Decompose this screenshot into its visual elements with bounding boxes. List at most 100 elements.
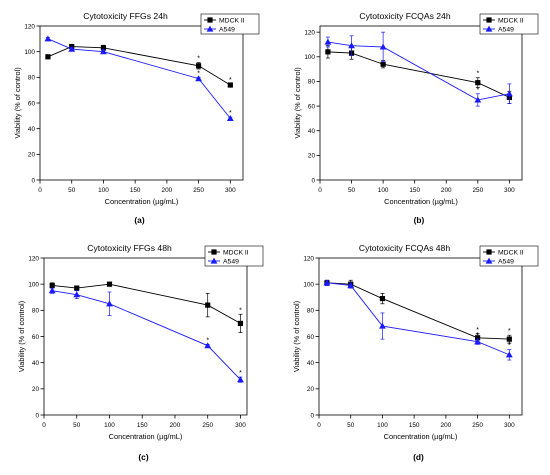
legend-label: MDCK II: [498, 18, 524, 25]
data-point: [205, 302, 211, 308]
y-axis-label: Viability (% of control): [17, 301, 26, 372]
data-point: [68, 45, 76, 52]
x-tick-label: 300: [504, 422, 515, 429]
significance-mark: *: [239, 370, 242, 377]
x-tick-label: 150: [409, 422, 420, 429]
y-tick-label: 80: [28, 75, 36, 82]
y-tick-label: 60: [308, 103, 316, 110]
significance-mark: *: [206, 337, 209, 344]
x-tick-label: 250: [472, 187, 483, 194]
legend-label: MDCK II: [498, 250, 524, 257]
x-tick-label: 250: [193, 187, 204, 194]
data-point: [324, 38, 332, 45]
y-tick-label: 20: [308, 153, 316, 160]
data-point: [100, 48, 107, 55]
data-point: [45, 54, 51, 60]
legend: MDCK II A549: [200, 13, 260, 35]
significance-mark: *: [476, 71, 479, 78]
x-tick-label: 100: [98, 187, 109, 194]
data-point: [106, 281, 113, 287]
data-point: [348, 42, 355, 49]
x-tick-label: 300: [225, 187, 236, 194]
y-tick-label: 60: [28, 100, 36, 107]
y-tick-label: 0: [310, 412, 314, 419]
y-tick-label: 100: [28, 281, 39, 288]
y-tick-label: 80: [307, 308, 315, 315]
plot-frame: [319, 25, 523, 181]
panel-label: (a): [134, 215, 144, 225]
y-tick-label: 40: [308, 128, 316, 135]
x-tick-label: 0: [317, 422, 321, 429]
chart-panel-3: 0 50 100 150 200 250 300 0 20 40 60 80 100 120 Cytotox…: [17, 243, 264, 462]
significance-mark: *: [508, 328, 511, 335]
x-tick-label: 50: [73, 422, 81, 429]
x-tick-label: 50: [68, 187, 76, 194]
x-axis-label: Concentration (µg/mL): [105, 197, 179, 206]
data-point: [474, 96, 482, 103]
y-tick-label: 40: [32, 360, 40, 367]
x-tick-label: 150: [137, 422, 148, 429]
y-tick-label: 120: [304, 29, 315, 36]
significance-mark: *: [476, 332, 479, 339]
y-tick-label: 40: [28, 126, 36, 133]
significance-mark: *: [229, 77, 232, 84]
data-point: [195, 75, 202, 82]
x-tick-label: 150: [130, 187, 141, 194]
plot-frame: [318, 257, 523, 416]
data-point: [380, 61, 386, 67]
data-point: [100, 45, 107, 51]
y-tick-label: 20: [28, 152, 36, 159]
data-point: [323, 279, 331, 286]
y-tick-label: 0: [311, 177, 315, 184]
y-tick-label: 60: [32, 334, 40, 341]
x-axis-label: Concentration (µg/mL): [384, 197, 458, 206]
y-tick-label: 100: [304, 54, 315, 61]
legend-marker: [485, 25, 493, 32]
legend-label: A549: [498, 27, 514, 34]
y-axis-label: Viability (% of control): [292, 301, 301, 372]
x-tick-label: 300: [504, 187, 515, 194]
series-mdck-ii: *: [49, 281, 244, 333]
x-tick-label: 200: [162, 187, 173, 194]
series-line: [47, 38, 231, 119]
x-tick-label: 200: [170, 422, 181, 429]
series-mdck-ii: *: [325, 45, 512, 104]
plot-frame: [43, 257, 248, 416]
chart-panel-2: 0 50 100 150 200 250 300 0 20 40 60 80 100 120 Cytotox…: [293, 11, 539, 225]
data-point: [227, 82, 233, 88]
data-point: [379, 43, 387, 50]
data-point: [474, 338, 481, 345]
y-tick-label: 100: [303, 281, 314, 288]
y-tick-label: 120: [28, 255, 39, 262]
data-point: [237, 320, 244, 327]
chart-title: Cytotoxicity FFGs 48h: [87, 243, 172, 253]
data-point: [506, 336, 512, 342]
y-tick-label: 80: [308, 79, 316, 86]
data-point: [74, 285, 80, 291]
significance-mark: *: [476, 327, 479, 334]
y-tick-label: 0: [31, 177, 35, 184]
data-point: [226, 115, 234, 121]
chart-panel-1: 0 50 100 150 200 250 300 0 20 40 60 80 100 120 Cytotox…: [13, 11, 260, 225]
significance-mark: *: [476, 87, 479, 94]
chart-title: Cytotoxicity FCQAs 24h: [359, 11, 450, 21]
chart-title: Cytotoxicity FFGs 24h: [83, 11, 168, 21]
legend-marker: [486, 17, 492, 23]
y-axis-label: Viability (% of control): [293, 67, 302, 138]
significance-mark: *: [197, 70, 200, 77]
legend: MDCK II A549: [479, 245, 539, 267]
legend-label: A549: [498, 259, 514, 266]
x-axis-label: Concentration (µg/mL): [109, 432, 183, 441]
significance-mark: *: [229, 110, 232, 117]
series-line: [326, 282, 510, 356]
data-point: [505, 90, 513, 97]
significance-mark: *: [508, 343, 511, 350]
series-a549: **: [48, 287, 244, 383]
series-a549: **: [44, 35, 234, 121]
x-tick-label: 200: [441, 422, 452, 429]
y-tick-label: 120: [24, 23, 35, 30]
chart-title: Cytotoxicity FCQAs 48h: [359, 243, 450, 253]
legend-marker: [210, 257, 218, 264]
